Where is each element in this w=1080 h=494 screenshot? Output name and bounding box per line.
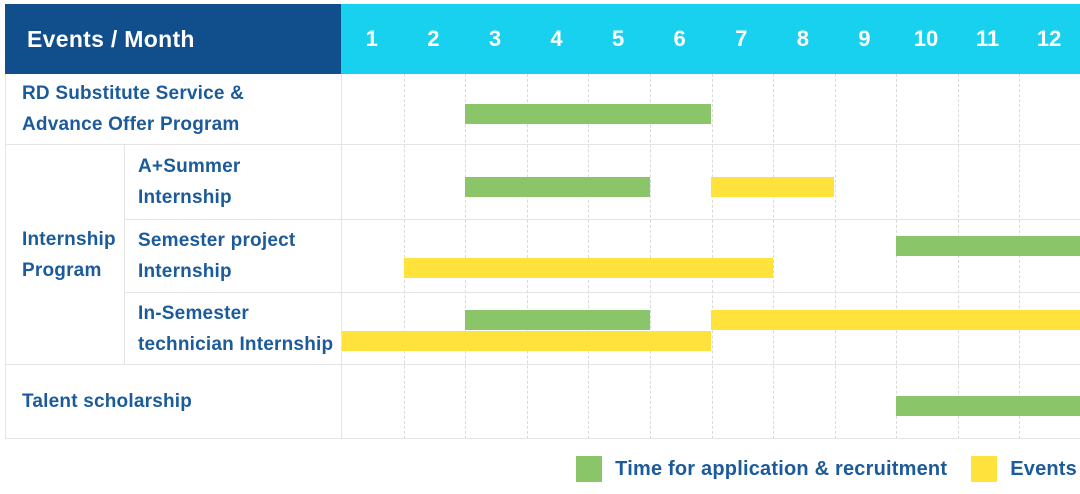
- row-label-talent-scholarship: Talent scholarship: [6, 365, 342, 438]
- legend-swatch-events: [971, 456, 998, 482]
- month-label: 3: [488, 26, 502, 51]
- month-label: 7: [735, 26, 748, 51]
- row-label-line: In-Semester: [138, 302, 249, 324]
- row-a-summer-internship: A+Summer Internship: [125, 145, 1080, 220]
- row-label-line: A+Summer: [138, 155, 241, 177]
- header-events-month: Events / Month: [5, 4, 341, 74]
- month-header-strip: 1 2 3 4 5 6 7 8 9 10 11 12: [341, 4, 1080, 74]
- row-label-a-summer: A+Summer Internship: [125, 145, 342, 219]
- table-header-row: Events / Month 1 2 3 4 5 6 7 8 9 10 11 12: [5, 4, 1080, 74]
- chart-cell-semester-project: [342, 220, 1080, 293]
- chart-cell-a-summer: [342, 145, 1080, 219]
- schedule-table: Events / Month 1 2 3 4 5 6 7 8 9 10 11 12 RD Substi…: [5, 4, 1080, 439]
- row-label-line: Semester project: [138, 229, 296, 251]
- chart-cell-rd-substitute: [342, 74, 1080, 144]
- row-label-line: technician Internship: [138, 333, 334, 355]
- month-label: 10: [913, 26, 939, 51]
- chart-cell-in-semester: [342, 293, 1080, 364]
- gantt-bar-application: [465, 176, 650, 197]
- table-body: RD Substitute Service & Advance Offer Pr…: [5, 74, 1080, 439]
- month-label: 12: [1036, 26, 1062, 51]
- internship-subrows: A+Summer Internship Semester project Int…: [125, 145, 1080, 364]
- row-label-line: Internship: [138, 260, 232, 282]
- row-label-line: RD Substitute Service &: [22, 83, 245, 104]
- gantt-bar-application: [895, 236, 1080, 257]
- row-label-semester-project: Semester project Internship: [125, 219, 342, 293]
- gantt-bar-events: [403, 258, 773, 279]
- row-in-semester-technician-internship: In-Semester technician Internship: [125, 293, 1080, 364]
- gantt-bar-application: [895, 396, 1080, 417]
- gantt-bar-events: [711, 176, 834, 197]
- legend-label-events: Events: [1010, 457, 1077, 480]
- month-label: 1: [365, 26, 378, 51]
- group-label-internship-program: Internship Program: [6, 145, 125, 364]
- gantt-bar-application: [465, 104, 711, 125]
- gantt-bar-application: [465, 309, 650, 330]
- chart-legend: Time for application & recruitment Event…: [576, 456, 1077, 482]
- row-label-line: Internship: [138, 186, 232, 208]
- row-label-in-semester: In-Semester technician Internship: [125, 293, 342, 364]
- gantt-bar-events: [342, 330, 711, 351]
- row-rd-substitute: RD Substitute Service & Advance Offer Pr…: [6, 74, 1080, 145]
- row-semester-project-internship: Semester project Internship: [125, 219, 1080, 294]
- row-label-rd-substitute: RD Substitute Service & Advance Offer Pr…: [6, 74, 342, 144]
- month-label: 2: [427, 26, 440, 51]
- group-label-line: Program: [22, 259, 102, 281]
- row-label-line: Talent scholarship: [22, 391, 193, 412]
- row-label-line: Advance Offer Program: [22, 114, 240, 135]
- month-label: 8: [796, 26, 809, 51]
- month-label: 11: [975, 26, 1000, 51]
- chart-cell-talent-scholarship: [342, 365, 1080, 438]
- legend-label-application: Time for application & recruitment: [615, 457, 948, 480]
- month-label: 9: [858, 26, 871, 51]
- group-label-line: Internship: [22, 228, 116, 250]
- gantt-bar-events: [711, 309, 1080, 330]
- month-label: 4: [550, 26, 563, 51]
- row-talent-scholarship: Talent scholarship: [6, 365, 1080, 439]
- legend-swatch-application: [576, 456, 603, 482]
- month-label: 6: [673, 26, 686, 51]
- month-label: 5: [611, 26, 625, 51]
- row-group-internship-program: Internship Program A+Summer Internship S…: [6, 145, 1080, 365]
